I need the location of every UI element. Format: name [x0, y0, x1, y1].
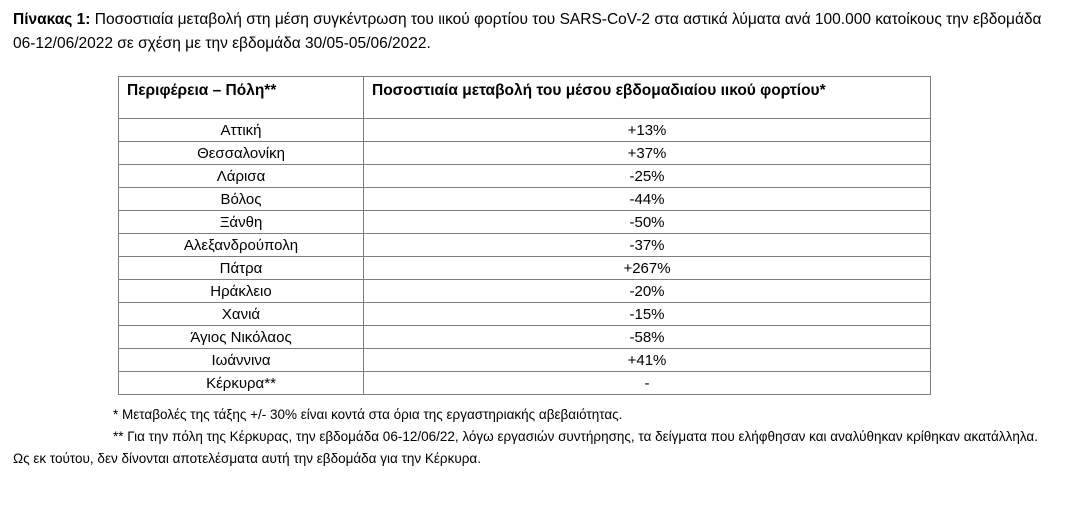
- city-cell: Αττική: [118, 118, 364, 142]
- percent-change-table: Περιφέρεια – Πόλη** Ποσοστιαία μεταβολή …: [118, 76, 931, 395]
- city-cell: Ξάνθη: [118, 210, 364, 234]
- change-cell: -15%: [363, 302, 931, 326]
- city-cell: Κέρκυρα**: [118, 371, 364, 395]
- table-caption-text: Ποσοστιαία μεταβολή στη μέση συγκέντρωση…: [13, 11, 1042, 52]
- city-cell: Αλεξανδρούπολη: [118, 233, 364, 257]
- footnotes: * Μεταβολές της τάξης +/- 30% είναι κοντ…: [13, 404, 1051, 470]
- change-cell: -50%: [363, 210, 931, 234]
- table-header-row: Περιφέρεια – Πόλη** Ποσοστιαία μεταβολή …: [118, 76, 931, 119]
- table-row: Θεσσαλονίκη +37%: [118, 141, 931, 165]
- header-percent-change: Ποσοστιαία μεταβολή του μέσου εβδομαδιαί…: [363, 76, 931, 119]
- city-cell: Ηράκλειο: [118, 279, 364, 303]
- city-cell: Χανιά: [118, 302, 364, 326]
- footnote-kerkyra: ** Για την πόλη της Κέρκυρας, την εβδομά…: [13, 429, 1038, 466]
- city-cell: Άγιος Νικόλαος: [118, 325, 364, 349]
- table-caption: Πίνακας 1: Ποσοστιαία μεταβολή στη μέση …: [13, 8, 1051, 56]
- change-cell: +37%: [363, 141, 931, 165]
- table-row: Ιωάννινα +41%: [118, 348, 931, 372]
- change-cell: +41%: [363, 348, 931, 372]
- table-row: Κέρκυρα** -: [118, 371, 931, 395]
- change-cell: -44%: [363, 187, 931, 211]
- change-cell: -25%: [363, 164, 931, 188]
- table-row: Βόλος -44%: [118, 187, 931, 211]
- table-body: Αττική +13% Θεσσαλονίκη +37% Λάρισα -25% Βόλος…: [118, 118, 931, 395]
- change-cell: -20%: [363, 279, 931, 303]
- change-cell: -37%: [363, 233, 931, 257]
- change-cell: -: [363, 371, 931, 395]
- city-cell: Βόλος: [118, 187, 364, 211]
- table-row: Λάρισα -25%: [118, 164, 931, 188]
- city-cell: Πάτρα: [118, 256, 364, 280]
- header-region-city: Περιφέρεια – Πόλη**: [118, 76, 364, 119]
- change-cell: -58%: [363, 325, 931, 349]
- table-row: Άγιος Νικόλαος -58%: [118, 325, 931, 349]
- table-row: Αλεξανδρούπολη -37%: [118, 233, 931, 257]
- table-row: Ξάνθη -50%: [118, 210, 931, 234]
- city-cell: Λάρισα: [118, 164, 364, 188]
- table-row: Χανιά -15%: [118, 302, 931, 326]
- change-cell: +13%: [363, 118, 931, 142]
- table-row: Ηράκλειο -20%: [118, 279, 931, 303]
- table-row: Πάτρα +267%: [118, 256, 931, 280]
- table-row: Αττική +13%: [118, 118, 931, 142]
- city-cell: Θεσσαλονίκη: [118, 141, 364, 165]
- footnote-uncertainty: * Μεταβολές της τάξης +/- 30% είναι κοντ…: [113, 407, 623, 422]
- city-cell: Ιωάννινα: [118, 348, 364, 372]
- table-caption-label: Πίνακας 1:: [13, 11, 91, 28]
- change-cell: +267%: [363, 256, 931, 280]
